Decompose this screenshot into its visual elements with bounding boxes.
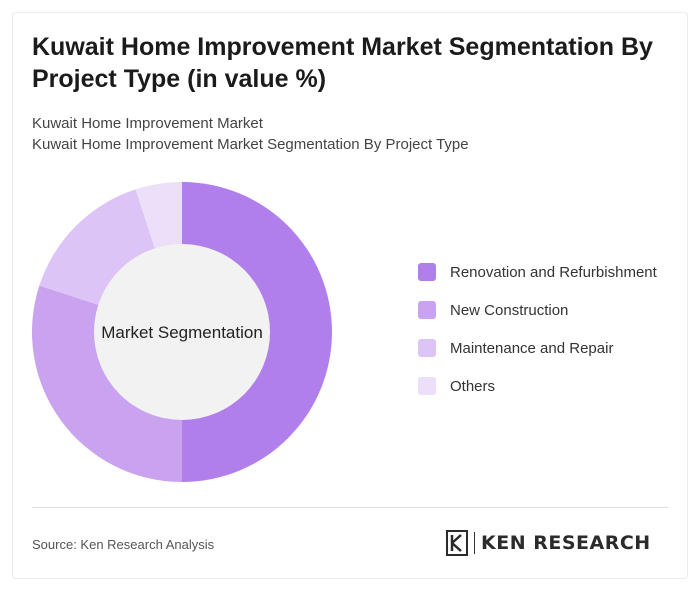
ken-logo-icon [446,530,468,556]
center-label: Market Segmentation [101,323,263,342]
legend-swatch [418,339,436,357]
legend-item: Others [418,376,657,396]
donut-chart: Market Segmentation [32,182,332,482]
subtitle-line-2: Kuwait Home Improvement Market Segmentat… [32,136,469,153]
ken-research-logo: KEN RESEARCH [446,530,651,556]
legend-label: Others [450,377,496,395]
legend-item: Maintenance and Repair [418,338,657,358]
source-note: Source: Ken Research Analysis [32,537,215,552]
legend-swatch [418,377,436,395]
legend-swatch [418,263,436,281]
chart-subtitle: Kuwait Home Improvement Market Kuwait Ho… [32,113,469,155]
legend-label: Renovation and Refurbishment [450,263,657,281]
chart-legend: Renovation and Refurbishment New Constru… [418,262,657,414]
logo-text: KEN RESEARCH [481,532,651,554]
donut-hole [94,244,270,420]
legend-label: Maintenance and Repair [450,339,614,357]
legend-item: Renovation and Refurbishment [418,262,657,282]
legend-swatch [418,301,436,319]
legend-label: New Construction [450,301,569,319]
logo-separator [474,532,475,554]
chart-title: Kuwait Home Improvement Market Segmentat… [32,33,653,93]
subtitle-line-1: Kuwait Home Improvement Market [32,115,263,132]
footer-divider [32,507,668,508]
legend-item: New Construction [418,300,657,320]
